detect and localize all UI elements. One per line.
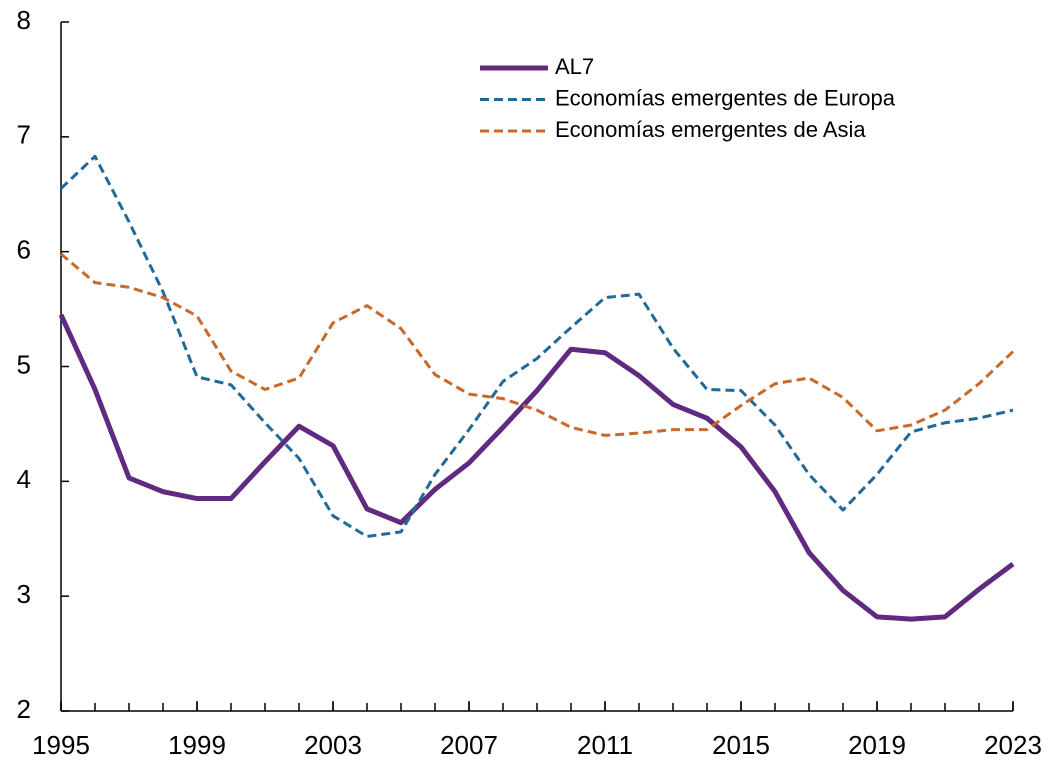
series-line [59,154,1014,538]
x-tick-label: 2015 [712,730,770,760]
x-tick-label: 2019 [848,730,906,760]
y-tick-label: 6 [17,235,31,265]
x-tick-label: 2003 [304,730,362,760]
x-tick-label: 2011 [577,730,633,760]
legend-label: AL7 [555,54,594,79]
legend-label: Economías emergentes de Asia [555,117,866,142]
series-line [58,313,1015,622]
x-tick-label: 1995 [32,730,90,760]
y-tick-label: 2 [17,694,31,724]
y-tick-label: 8 [17,5,31,35]
x-tick-label: 1999 [168,730,226,760]
y-tick-label: 5 [17,349,31,379]
y-tick-label: 7 [17,120,31,150]
x-tick-label: 2007 [440,730,498,760]
y-tick-label: 3 [17,579,31,609]
x-tick-label: 2023 [984,730,1042,760]
legend-label: Economías emergentes de Europa [555,85,896,110]
series-line [60,252,1015,437]
y-tick-label: 4 [17,464,31,494]
